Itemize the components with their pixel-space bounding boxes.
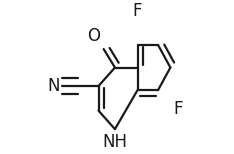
Text: F: F [133,2,142,20]
Text: O: O [88,27,101,45]
Text: NH: NH [102,133,128,151]
Text: F: F [173,100,183,118]
Text: N: N [47,77,59,95]
